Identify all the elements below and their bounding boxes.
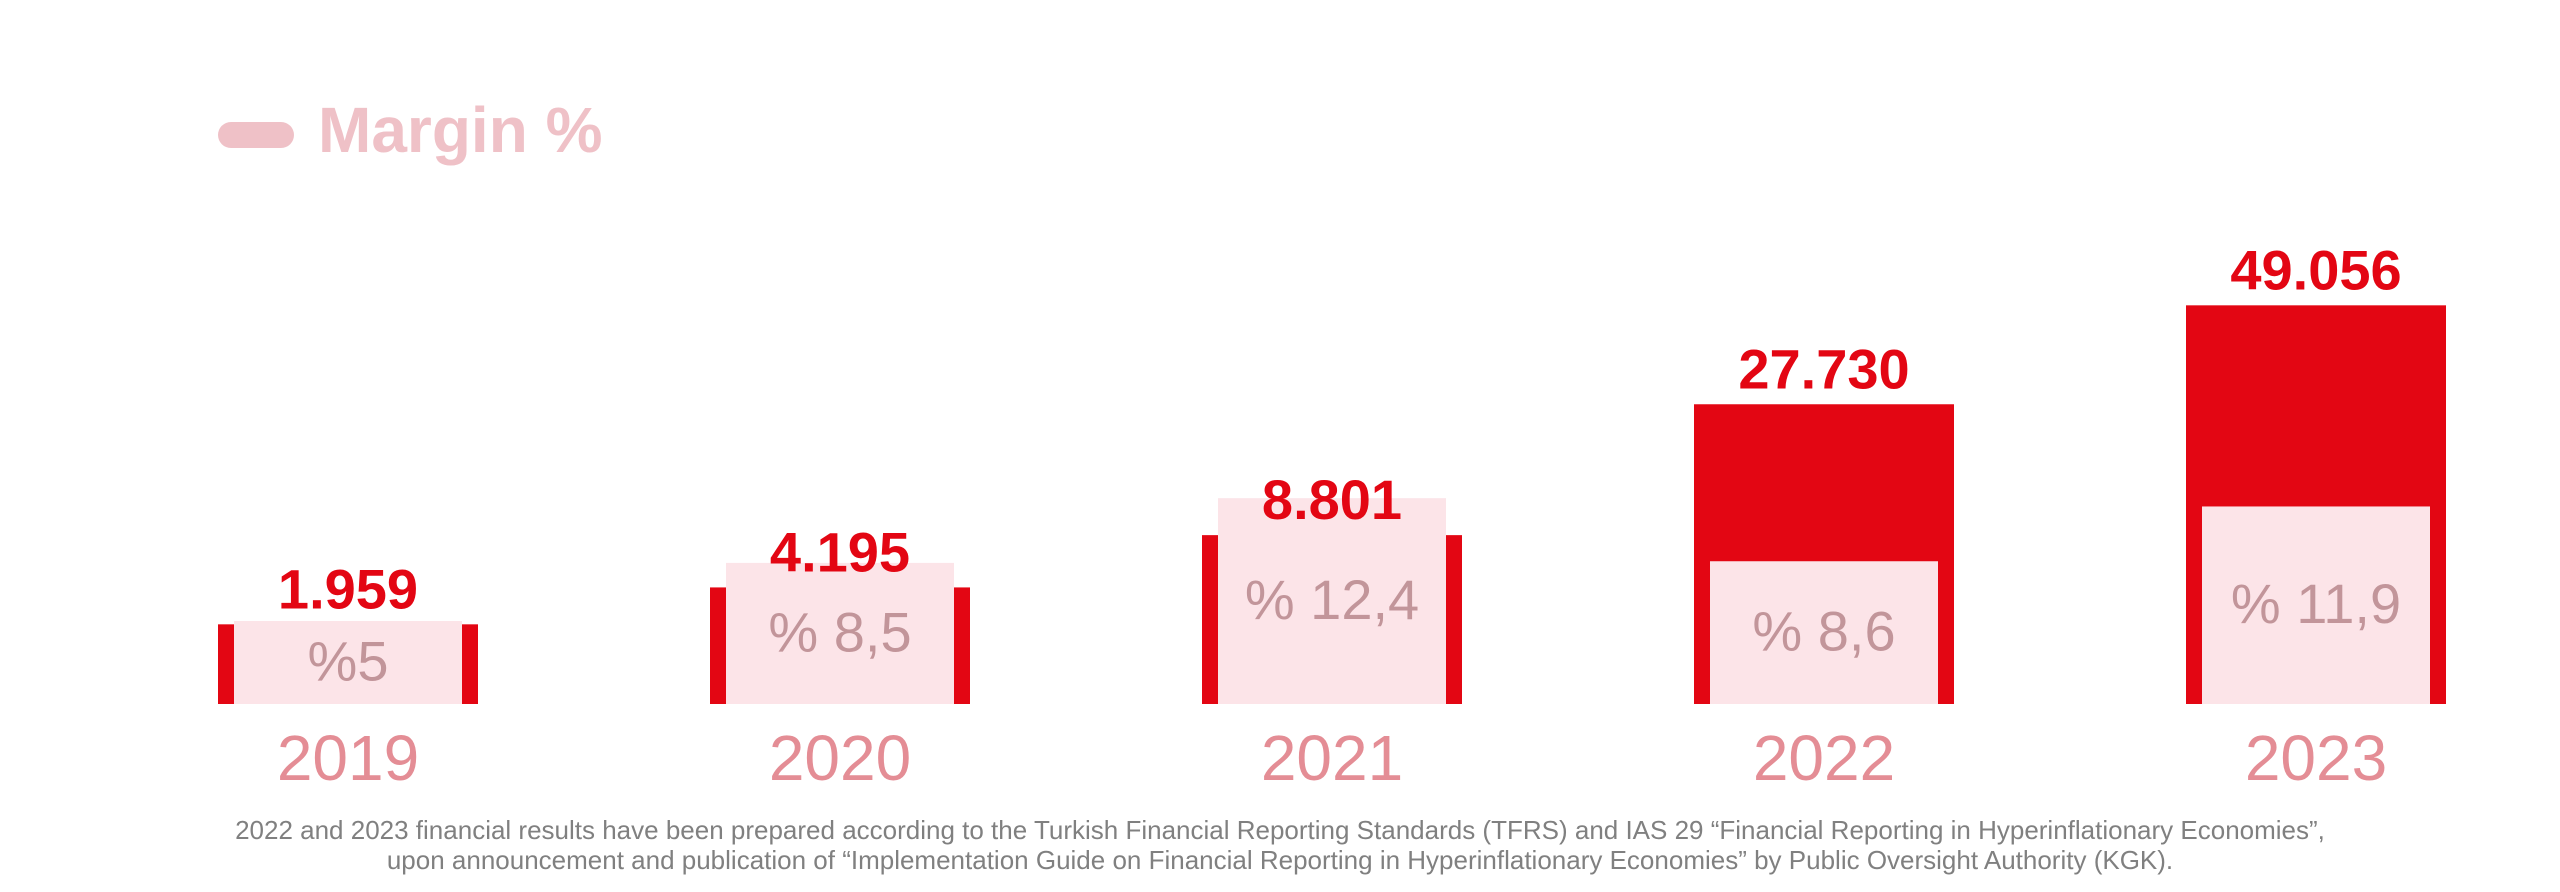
footnote-line-2: upon announcement and publication of “Im…	[386, 845, 2174, 875]
margin-bar	[1218, 498, 1446, 704]
revenue-value-label: 49.056	[2230, 238, 2401, 301]
footnote-line-1: 2022 and 2023 financial results have bee…	[235, 815, 2325, 845]
category-label: 2019	[277, 722, 419, 794]
legend: Margin %	[218, 94, 602, 166]
bars	[218, 305, 2446, 704]
category-label: 2020	[769, 722, 911, 794]
margin-bar	[2202, 506, 2430, 704]
revenue-value-label: 1.959	[278, 557, 418, 620]
revenue-value-label: 4.195	[770, 520, 910, 583]
margin-bar	[726, 562, 954, 704]
category-label: 2023	[2245, 722, 2387, 794]
margin-bar	[1710, 561, 1938, 704]
footnote: 2022 and 2023 financial results have bee…	[0, 815, 2560, 875]
category-label: 2021	[1261, 722, 1403, 794]
margin-value-label: % 12,4	[1245, 568, 1419, 631]
revenue-value-label: 27.730	[1738, 337, 1909, 400]
legend-label: Margin %	[318, 94, 602, 166]
legend-swatch	[218, 122, 294, 148]
margin-value-label: % 8,5	[768, 600, 911, 663]
margin-bar	[234, 621, 462, 704]
category-label: 2022	[1753, 722, 1895, 794]
margin-value-label: %5	[308, 630, 389, 693]
revenue-value-label: 8.801	[1262, 468, 1402, 531]
labels: 1.959 %5 2019 4.195 % 8,5 2020 8.801 % 12,4 2021…	[277, 238, 2402, 794]
margin-value-label: % 11,9	[2231, 572, 2401, 635]
margin-value-label: % 8,6	[1752, 600, 1895, 663]
